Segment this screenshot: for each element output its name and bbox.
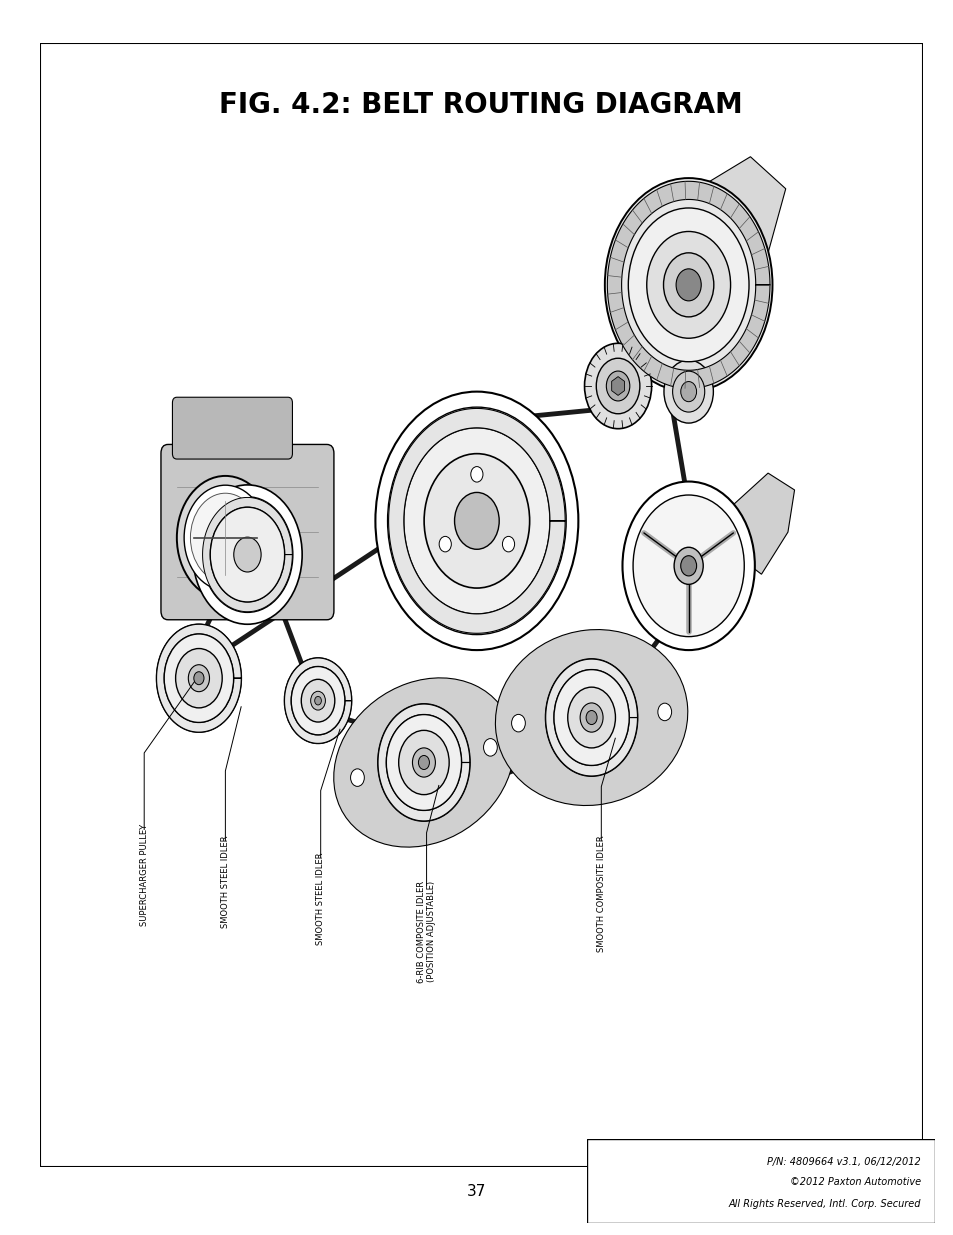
- Text: SMOOTH COMPOSITE IDLER: SMOOTH COMPOSITE IDLER: [597, 836, 605, 952]
- Circle shape: [284, 658, 352, 743]
- Circle shape: [377, 704, 469, 821]
- Circle shape: [658, 703, 671, 721]
- FancyBboxPatch shape: [161, 445, 334, 620]
- Circle shape: [676, 269, 700, 301]
- Circle shape: [454, 493, 498, 550]
- Circle shape: [424, 453, 529, 588]
- Circle shape: [502, 536, 514, 552]
- Text: 6-RIB COMPOSITE IDLER
(POSITION ADJUSTABLE): 6-RIB COMPOSITE IDLER (POSITION ADJUSTAB…: [416, 881, 436, 983]
- Circle shape: [596, 358, 639, 414]
- Polygon shape: [545, 659, 637, 776]
- Circle shape: [554, 669, 629, 766]
- Circle shape: [202, 496, 293, 613]
- Circle shape: [191, 493, 260, 582]
- Polygon shape: [607, 182, 769, 389]
- Circle shape: [579, 703, 602, 732]
- Polygon shape: [377, 704, 469, 821]
- Circle shape: [193, 485, 302, 624]
- Circle shape: [628, 207, 748, 362]
- Text: All Rights Reserved, Intl. Corp. Secured: All Rights Reserved, Intl. Corp. Secured: [728, 1199, 920, 1209]
- Circle shape: [674, 547, 702, 584]
- Circle shape: [184, 485, 266, 590]
- Circle shape: [175, 648, 222, 708]
- Circle shape: [511, 714, 525, 732]
- Text: SUPERCHARGER PULLEY: SUPERCHARGER PULLEY: [139, 824, 149, 926]
- Circle shape: [604, 178, 772, 391]
- Circle shape: [646, 231, 730, 338]
- Circle shape: [375, 391, 578, 650]
- Circle shape: [438, 536, 451, 552]
- Circle shape: [680, 556, 696, 576]
- Circle shape: [663, 253, 713, 317]
- Polygon shape: [611, 377, 624, 395]
- Circle shape: [188, 664, 210, 692]
- Text: 37: 37: [467, 1184, 486, 1199]
- Circle shape: [470, 467, 482, 482]
- Circle shape: [412, 748, 435, 777]
- Polygon shape: [202, 498, 292, 611]
- Circle shape: [193, 672, 204, 684]
- Circle shape: [663, 361, 713, 424]
- Circle shape: [387, 408, 565, 635]
- Polygon shape: [670, 157, 785, 306]
- Circle shape: [311, 692, 325, 710]
- Circle shape: [483, 739, 497, 756]
- Circle shape: [314, 697, 321, 705]
- Polygon shape: [388, 409, 564, 634]
- Text: FIG. 4.2: BELT ROUTING DIAGRAM: FIG. 4.2: BELT ROUTING DIAGRAM: [219, 91, 742, 119]
- Circle shape: [585, 710, 597, 725]
- Circle shape: [672, 372, 704, 412]
- Circle shape: [386, 715, 461, 810]
- Text: SMOOTH STEEL IDLER: SMOOTH STEEL IDLER: [315, 852, 325, 945]
- Text: P/N: 4809664 v3.1, 06/12/2012: P/N: 4809664 v3.1, 06/12/2012: [766, 1157, 920, 1167]
- Circle shape: [680, 382, 696, 401]
- Circle shape: [291, 667, 344, 735]
- Circle shape: [621, 482, 754, 650]
- FancyArrowPatch shape: [709, 347, 731, 374]
- Ellipse shape: [495, 630, 687, 805]
- Circle shape: [606, 370, 629, 401]
- FancyBboxPatch shape: [172, 398, 293, 459]
- Circle shape: [350, 769, 364, 787]
- Text: ©2012 Paxton Automotive: ©2012 Paxton Automotive: [789, 1177, 920, 1187]
- Circle shape: [210, 508, 284, 601]
- Ellipse shape: [334, 678, 514, 847]
- Circle shape: [301, 679, 335, 722]
- Circle shape: [233, 537, 261, 572]
- Polygon shape: [721, 473, 794, 574]
- Circle shape: [403, 427, 549, 614]
- Circle shape: [633, 495, 743, 636]
- Circle shape: [418, 756, 429, 769]
- Circle shape: [176, 475, 274, 599]
- Circle shape: [567, 687, 615, 748]
- Circle shape: [398, 730, 449, 794]
- Circle shape: [156, 624, 241, 732]
- Circle shape: [545, 659, 637, 776]
- Polygon shape: [284, 658, 352, 743]
- Circle shape: [164, 634, 233, 722]
- Circle shape: [584, 343, 651, 429]
- Text: SMOOTH STEEL IDLER: SMOOTH STEEL IDLER: [221, 836, 230, 927]
- Polygon shape: [156, 624, 241, 732]
